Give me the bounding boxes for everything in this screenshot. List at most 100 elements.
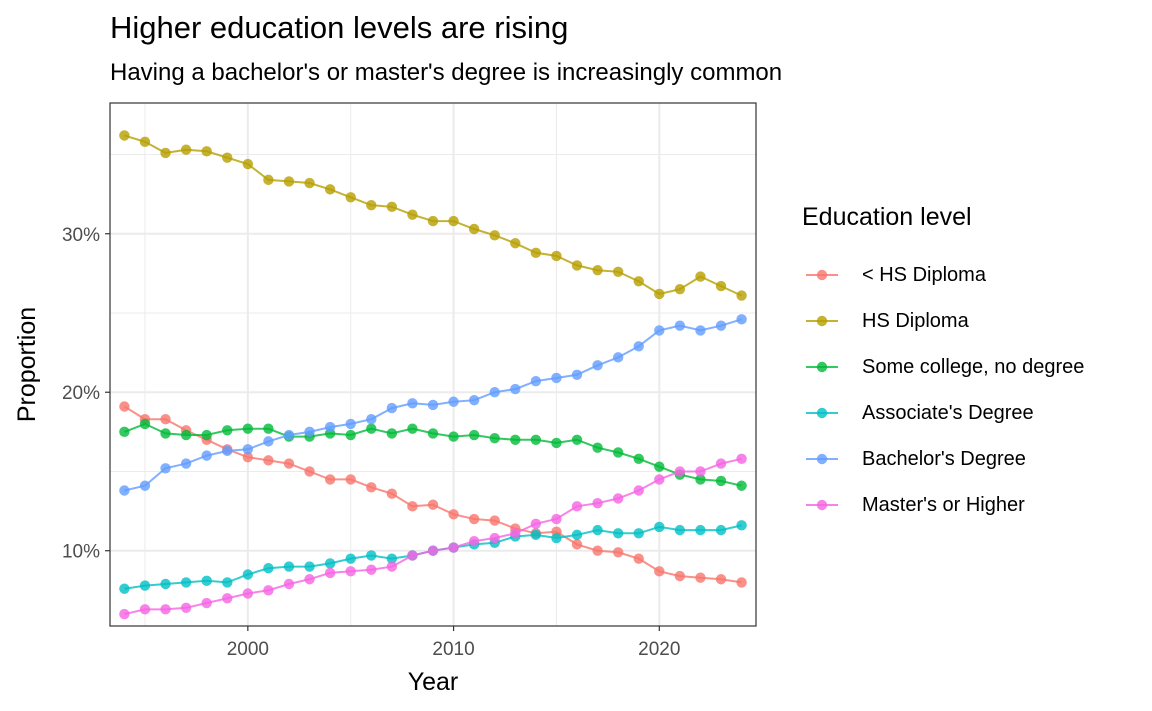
legend-label: Some college, no degree [862, 355, 1085, 378]
data-point [654, 566, 665, 577]
data-point [345, 429, 356, 441]
data-point [263, 423, 274, 434]
data-point [304, 466, 315, 477]
legend-label: Associate's Degree [862, 401, 1034, 424]
data-point [674, 524, 686, 536]
data-point [695, 325, 706, 336]
data-point [468, 394, 480, 406]
legend-key-icon [806, 315, 838, 327]
data-point [407, 501, 418, 512]
data-point [695, 466, 706, 477]
data-point [324, 567, 336, 579]
data-point [489, 532, 500, 544]
y-tick-label: 10% [62, 542, 100, 563]
data-point [674, 570, 686, 582]
data-point [612, 528, 624, 539]
data-point [592, 265, 603, 276]
data-point [510, 528, 521, 539]
data-point [283, 429, 295, 441]
data-point [263, 585, 274, 596]
data-point [201, 429, 212, 441]
data-point [530, 375, 542, 387]
data-point [695, 524, 706, 536]
data-point [695, 271, 706, 282]
legend-label: HS Diploma [862, 309, 969, 332]
data-point [222, 445, 233, 457]
data-point [612, 447, 624, 458]
y-tick-label: 30% [62, 225, 100, 246]
data-point [715, 458, 727, 469]
data-point [324, 421, 336, 433]
data-point [386, 428, 398, 439]
legend-items: < HS Diploma HS Diploma Some college, no d… [802, 252, 1084, 528]
data-point [530, 518, 542, 529]
legend-key-icon [806, 499, 838, 511]
data-point [427, 428, 439, 439]
data-point [386, 201, 398, 213]
legend-item: Some college, no degree [802, 344, 1084, 390]
data-point [715, 475, 727, 487]
data-point [612, 352, 624, 363]
data-point [366, 482, 377, 493]
data-point [345, 192, 356, 203]
data-point [571, 369, 583, 381]
data-point [633, 528, 644, 539]
data-point [139, 418, 151, 430]
data-point [654, 325, 665, 336]
data-point [736, 480, 747, 491]
data-point [304, 561, 315, 572]
data-point [160, 463, 171, 474]
data-point [448, 396, 459, 407]
data-point [160, 413, 171, 425]
data-point [386, 402, 398, 414]
data-point [592, 545, 603, 556]
data-point [345, 566, 356, 577]
data-point [283, 578, 295, 590]
legend-item: Master's or Higher [802, 482, 1084, 528]
data-point [468, 536, 480, 547]
data-point [139, 604, 151, 615]
series-layer [119, 130, 747, 620]
data-point [448, 215, 459, 227]
data-point [612, 493, 624, 504]
data-point [201, 575, 212, 587]
legend-label: Master's or Higher [862, 493, 1025, 516]
axes: 10% 20% 30% 2000 2010 2020 [62, 225, 680, 660]
data-point [222, 577, 233, 588]
data-point [222, 425, 233, 436]
data-point [592, 360, 603, 371]
data-point [633, 276, 644, 287]
data-point [283, 176, 295, 187]
data-point [263, 455, 274, 466]
data-point [180, 602, 192, 613]
data-point [468, 429, 480, 441]
legend-title: Education level [802, 203, 972, 231]
data-point [263, 562, 274, 574]
data-point [489, 432, 500, 444]
data-point [242, 158, 254, 170]
data-point [407, 423, 418, 434]
data-point [736, 290, 747, 301]
data-point [324, 184, 336, 195]
data-point [695, 572, 706, 583]
data-point [510, 434, 521, 445]
data-point [139, 580, 151, 591]
data-point [119, 583, 130, 594]
x-tick-label: 2010 [432, 639, 474, 660]
data-point [119, 401, 130, 412]
data-point [654, 521, 665, 533]
legend-item: Bachelor's Degree [802, 436, 1084, 482]
data-point [530, 434, 542, 445]
data-point [242, 444, 254, 455]
data-point [119, 130, 130, 141]
data-point [468, 223, 480, 235]
data-point [715, 524, 727, 536]
series-line-5 [124, 457, 742, 616]
x-axis-label: Year [408, 668, 459, 696]
data-point [304, 177, 315, 189]
legend-item: < HS Diploma [802, 252, 1084, 298]
data-point [551, 372, 562, 384]
data-point [345, 474, 356, 485]
data-point [386, 561, 398, 572]
